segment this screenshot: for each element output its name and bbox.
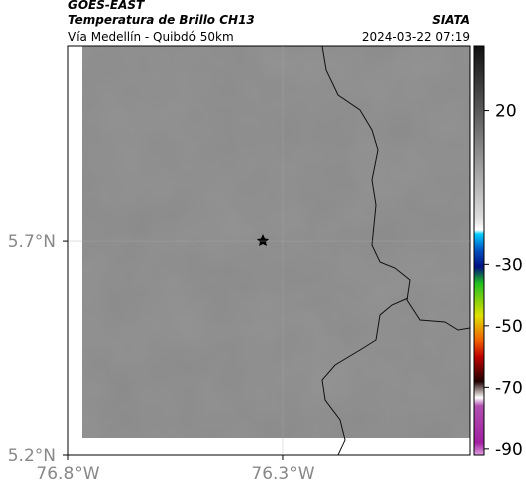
boundary-line [321,45,471,331]
colorbar-label: -50 [495,317,523,337]
boundary-line [321,297,409,456]
x-tick-label: 76.8°W [36,464,99,484]
x-tick-label: 76.3°W [251,464,314,484]
subtitle: Temperatura de Brillo CH13 [68,13,255,27]
y-tick-label: 5.2°N [8,446,56,466]
y-tick-label: 5.7°N [8,232,56,252]
colorbar [473,45,485,456]
source: SIATA [432,13,470,27]
title: GOES-EAST [68,0,145,12]
satellite-texture [82,46,470,438]
colorbar-label: -70 [495,378,523,398]
location: Vía Medellín - Quibdó 50km [68,30,234,44]
map-area [68,45,471,456]
datetime: 2024-03-22 07:19 [362,30,470,44]
colorbar-label: 20 [495,102,517,122]
location-marker [257,234,269,246]
colorbar-label: -90 [495,440,523,460]
colorbar-label: -30 [495,255,523,275]
map-frame [67,45,471,456]
